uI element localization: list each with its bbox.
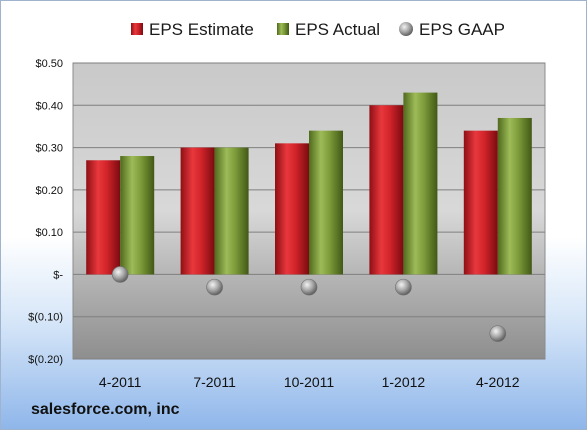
bar-eps-estimate — [369, 105, 404, 275]
gaap-marker — [111, 266, 129, 283]
bar-eps-actual — [403, 92, 438, 275]
y-tick-label: $0.10 — [35, 227, 63, 239]
y-tick-label: $- — [53, 269, 63, 281]
x-category-label: 7-2011 — [193, 374, 236, 390]
y-tick-label: $(0.20) — [28, 354, 63, 366]
legend-swatch-eps-actual — [277, 23, 289, 35]
bar-eps-actual — [120, 156, 155, 275]
legend-label-eps-estimate: EPS Estimate — [149, 20, 254, 39]
gaap-marker — [300, 278, 318, 296]
bar-eps-estimate — [86, 160, 121, 275]
bar-eps-estimate — [275, 143, 309, 275]
x-category-label: 4-2011 — [99, 374, 142, 390]
company-name: salesforce.com, inc — [31, 401, 180, 418]
x-category-label: 10-2011 — [284, 374, 335, 390]
x-category-label: 4-2012 — [476, 374, 520, 390]
y-tick-label: $(0.10) — [28, 312, 63, 324]
y-tick-label: $0.40 — [35, 100, 63, 112]
gaap-marker — [395, 278, 412, 296]
legend-marker-eps-gaap — [399, 22, 413, 36]
gaap-marker — [489, 325, 507, 342]
legend-label-eps-actual: EPS Actual — [295, 20, 380, 39]
legend-label-eps-gaap: EPS GAAP — [419, 20, 505, 39]
legend-swatch-eps-estimate — [131, 23, 143, 35]
legend: EPS Estimate EPS Actual EPS GAAP — [131, 20, 505, 39]
y-tick-label: $0.30 — [35, 143, 63, 155]
y-tick-label: $0.20 — [35, 185, 63, 197]
bar-eps-actual — [309, 130, 343, 275]
bar-eps-actual — [214, 147, 249, 275]
gaap-marker — [206, 278, 223, 296]
x-axis-categories: 4-2011 7-2011 10-2011 1-2012 4-2012 — [99, 374, 520, 390]
gaap-markers — [111, 266, 507, 342]
y-tick-label: $0.50 — [35, 58, 63, 70]
bar-eps-actual — [497, 117, 532, 275]
bar-eps-estimate — [180, 147, 215, 275]
x-category-label: 1-2012 — [382, 374, 426, 390]
bars — [86, 92, 532, 275]
y-axis-ticks: $0.50 $0.40 $0.30 $0.20 $0.10 $- $(0.10) $(0.20… — [28, 58, 63, 366]
bar-eps-estimate — [463, 130, 498, 275]
